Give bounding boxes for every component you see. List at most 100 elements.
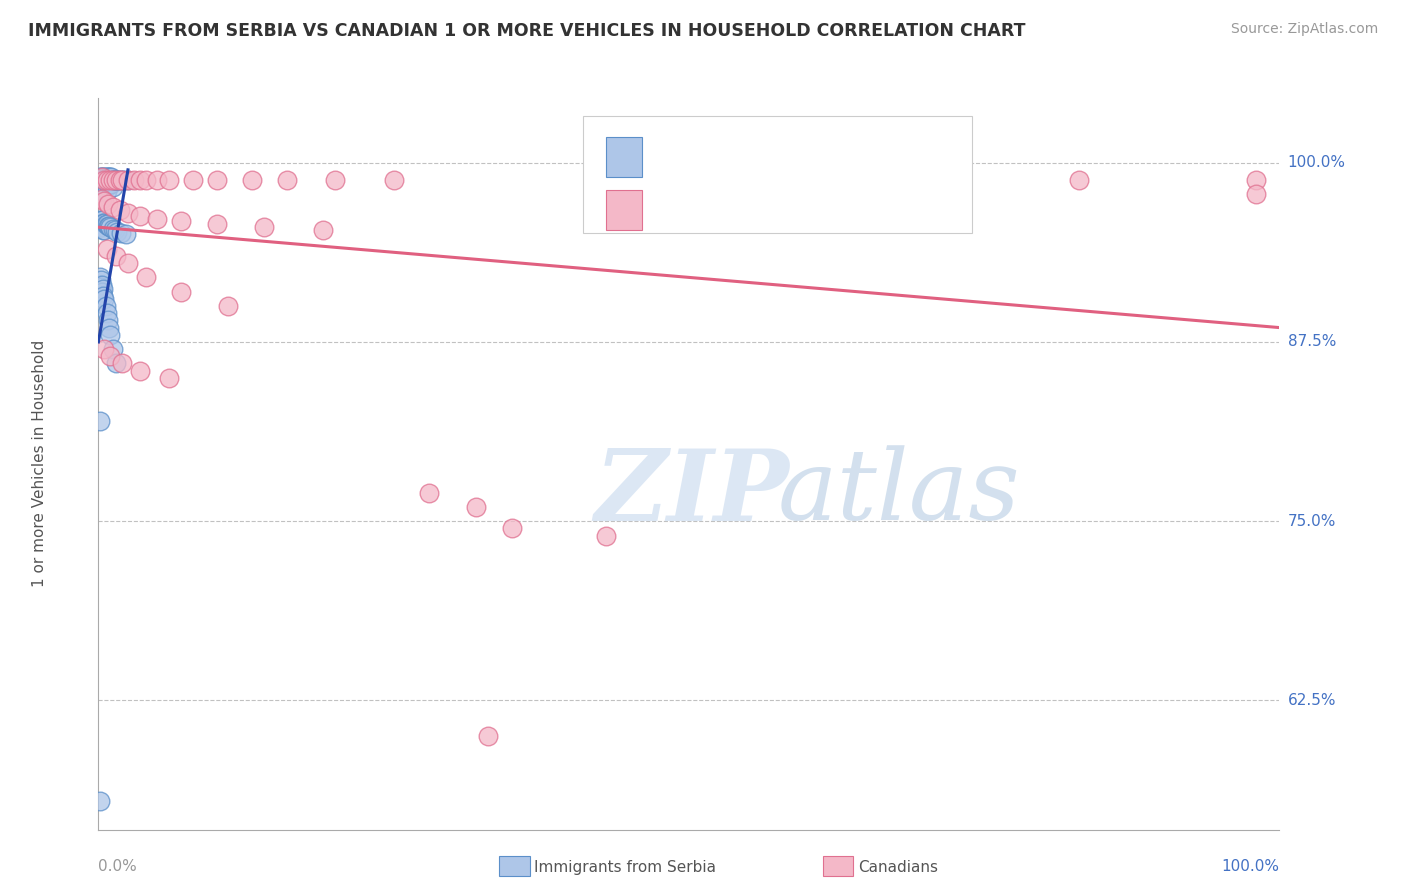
Text: ZIP: ZIP xyxy=(595,445,789,541)
Point xyxy=(98,177,121,191)
Point xyxy=(1244,173,1267,187)
Point xyxy=(205,217,228,231)
Point xyxy=(91,185,114,199)
Point xyxy=(105,173,128,187)
Text: Source: ZipAtlas.com: Source: ZipAtlas.com xyxy=(1230,22,1378,37)
Point xyxy=(98,177,121,191)
Point xyxy=(114,227,136,242)
FancyBboxPatch shape xyxy=(606,137,641,178)
Point xyxy=(93,173,115,187)
Point xyxy=(117,173,139,187)
Point xyxy=(93,177,115,191)
Point xyxy=(90,273,112,287)
Text: 100.0%: 100.0% xyxy=(1288,155,1346,170)
Point xyxy=(477,729,499,743)
Point xyxy=(117,206,139,220)
Point xyxy=(94,169,117,184)
Text: Canadians: Canadians xyxy=(858,860,938,874)
Point xyxy=(382,173,405,187)
Point xyxy=(117,256,139,270)
Point xyxy=(96,177,118,191)
Point xyxy=(98,219,121,233)
Point xyxy=(181,173,204,187)
Point xyxy=(97,219,120,233)
Point xyxy=(217,299,239,313)
Point xyxy=(240,173,263,187)
Point xyxy=(91,185,114,199)
Point xyxy=(96,217,118,231)
Point xyxy=(89,169,111,184)
Text: R =  0.484    N = 78: R = 0.484 N = 78 xyxy=(655,148,838,167)
Point xyxy=(91,213,114,227)
Point xyxy=(91,223,114,237)
Point xyxy=(105,356,128,370)
Point xyxy=(90,177,112,191)
Point xyxy=(108,173,131,187)
Point xyxy=(89,213,111,227)
Point xyxy=(100,169,122,184)
Point xyxy=(276,173,298,187)
Point xyxy=(128,173,150,187)
Point xyxy=(98,220,121,235)
Point xyxy=(595,528,617,542)
Point xyxy=(98,169,121,184)
Point xyxy=(91,220,114,235)
Point xyxy=(170,285,193,299)
Point xyxy=(111,173,134,187)
Point xyxy=(170,214,193,228)
Point xyxy=(100,177,122,191)
Point xyxy=(93,194,115,209)
Point xyxy=(93,292,115,306)
Point xyxy=(104,173,127,187)
Point xyxy=(94,217,117,231)
Point xyxy=(105,249,128,263)
Point xyxy=(96,169,118,184)
Point xyxy=(253,220,276,235)
Point xyxy=(91,169,114,184)
Point xyxy=(94,299,117,313)
Point xyxy=(97,197,120,211)
Point xyxy=(91,177,114,191)
Point xyxy=(1067,173,1090,187)
Point xyxy=(101,221,124,235)
Point xyxy=(105,173,128,187)
Point xyxy=(93,216,115,230)
Point xyxy=(914,173,936,187)
Point xyxy=(89,285,111,299)
Point xyxy=(91,277,114,292)
Point xyxy=(105,173,128,187)
Point xyxy=(205,173,228,187)
Point xyxy=(312,223,335,237)
Text: 0.0%: 0.0% xyxy=(98,859,138,874)
Point xyxy=(323,173,346,187)
Text: IMMIGRANTS FROM SERBIA VS CANADIAN 1 OR MORE VEHICLES IN HOUSEHOLD CORRELATION C: IMMIGRANTS FROM SERBIA VS CANADIAN 1 OR … xyxy=(28,22,1025,40)
Point xyxy=(117,173,139,187)
Point xyxy=(90,185,112,199)
Point xyxy=(91,282,114,296)
Point xyxy=(111,356,134,370)
Text: 100.0%: 100.0% xyxy=(1222,859,1279,874)
Point xyxy=(91,177,114,191)
Point xyxy=(90,169,112,184)
Point xyxy=(101,173,124,187)
Point xyxy=(90,220,112,235)
Point xyxy=(157,173,180,187)
Point xyxy=(108,173,131,187)
Point xyxy=(501,521,523,535)
Point xyxy=(91,289,114,303)
Point xyxy=(111,173,134,187)
Point xyxy=(98,173,121,187)
Point xyxy=(93,185,115,199)
Point xyxy=(97,177,120,191)
Text: atlas: atlas xyxy=(778,445,1021,541)
Point xyxy=(128,209,150,223)
Point xyxy=(93,342,115,356)
Point xyxy=(135,173,157,187)
Point xyxy=(101,180,124,194)
Point xyxy=(91,169,114,184)
Point xyxy=(89,177,111,191)
Point xyxy=(90,287,112,301)
Point xyxy=(96,185,118,199)
Point xyxy=(91,192,114,206)
Point xyxy=(89,794,111,808)
